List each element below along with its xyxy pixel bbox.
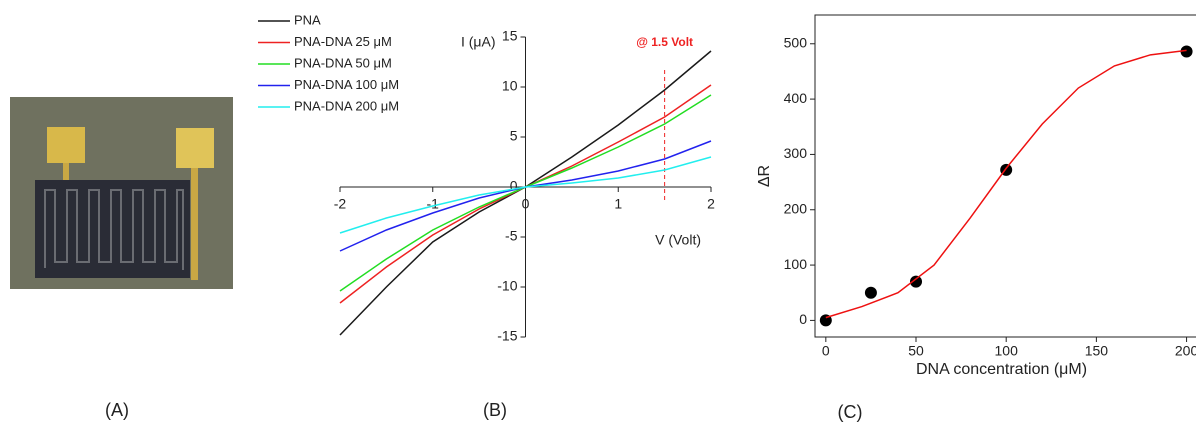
legend-label: PNA-DNA 50 μM <box>294 55 392 70</box>
y-tick-label: 10 <box>502 78 518 94</box>
panel-label: (B) <box>483 400 507 420</box>
data-point <box>864 286 877 299</box>
legend-label: PNA-DNA 200 μM <box>294 98 399 113</box>
y-tick-label: 0 <box>510 178 518 194</box>
legend-label: PNA-DNA 25 μM <box>294 34 392 49</box>
panel-label: (A) <box>105 400 129 420</box>
y-tick-label: 5 <box>510 128 518 144</box>
x-tick-label: -1 <box>427 196 440 212</box>
x-tick-label: 0 <box>822 343 830 359</box>
y-tick-label: 500 <box>784 34 808 50</box>
y-tick-label: 300 <box>784 145 808 161</box>
y-tick-label: 0 <box>799 311 807 327</box>
device-photo <box>10 97 233 289</box>
y-tick-label: 400 <box>784 90 808 106</box>
x-tick-label: 100 <box>995 343 1019 359</box>
y-tick-label: 100 <box>784 256 808 272</box>
x-tick-label: 50 <box>908 343 924 359</box>
y-tick-label: -5 <box>505 228 518 244</box>
y-axis-label: ΔR <box>756 165 773 187</box>
y-tick-label: -15 <box>497 328 517 344</box>
annotation: @ 1.5 Volt <box>636 35 693 49</box>
y-axis-label: I (μA) <box>461 34 496 50</box>
series-line <box>339 156 712 234</box>
panel-label: (C) <box>838 402 863 422</box>
x-tick-label: -2 <box>334 196 347 212</box>
x-tick-label: 2 <box>707 196 715 212</box>
data-point <box>1180 45 1193 58</box>
legend-label: PNA <box>294 12 321 27</box>
x-tick-label: 200 <box>1175 343 1196 359</box>
x-tick-label: 1 <box>614 196 622 212</box>
x-axis-label: DNA concentration (μM) <box>916 361 1087 378</box>
x-tick-label: 150 <box>1085 343 1109 359</box>
x-tick-label: 0 <box>522 196 530 212</box>
y-tick-label: 15 <box>502 28 518 44</box>
x-axis-label: V (Volt) <box>655 232 701 248</box>
legend-label: PNA-DNA 100 μM <box>294 77 399 92</box>
y-tick-label: 200 <box>784 200 808 216</box>
y-tick-label: -10 <box>497 278 517 294</box>
data-point <box>910 275 923 288</box>
series-line <box>825 49 1187 319</box>
plot-frame <box>814 14 1196 338</box>
